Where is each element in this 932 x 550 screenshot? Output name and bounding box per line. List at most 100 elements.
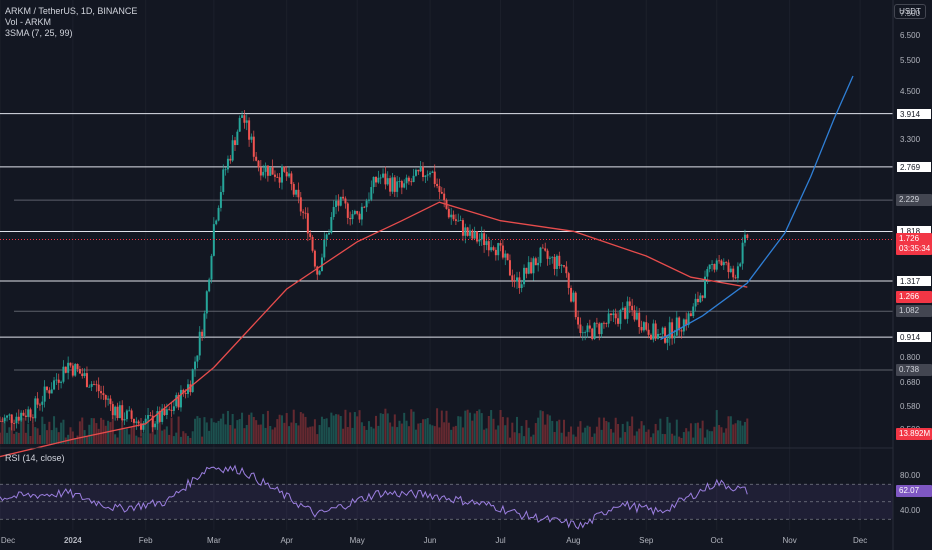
volume-bar xyxy=(382,413,385,444)
time-tick: Jul xyxy=(495,536,506,545)
symbol-title[interactable]: ARKM / TetherUS, 1D, BINANCE xyxy=(5,6,138,16)
candle-body xyxy=(313,250,316,267)
volume-bar xyxy=(490,410,493,444)
candle-body xyxy=(367,199,370,201)
volume-bar xyxy=(276,419,279,444)
candle-body xyxy=(614,313,617,319)
volume-bar xyxy=(483,429,486,444)
candle-body xyxy=(633,310,636,320)
candle-body xyxy=(271,167,274,175)
volume-bar xyxy=(215,422,218,444)
candle-body xyxy=(203,313,206,337)
volume-bar xyxy=(29,436,32,444)
volume-bar xyxy=(642,425,645,444)
volume-bar xyxy=(546,414,549,444)
volume-bar xyxy=(605,420,608,444)
candle-body xyxy=(288,173,291,177)
candle-body xyxy=(360,206,363,220)
candle-body xyxy=(469,230,471,236)
volume-bar xyxy=(222,413,225,444)
candle-body xyxy=(27,409,30,417)
candle-body xyxy=(93,384,95,385)
candle-body xyxy=(732,268,735,278)
candle-body xyxy=(102,393,105,396)
candle-body xyxy=(450,214,453,218)
volume-bar xyxy=(537,417,540,444)
level-price-label: 3.914 xyxy=(896,107,932,120)
time-tick: Sep xyxy=(639,536,654,545)
volume-bar xyxy=(400,423,403,444)
level-price-label: 2.229 xyxy=(896,194,932,207)
volume-bar xyxy=(285,413,288,444)
price-tick: 7.500 xyxy=(900,8,921,18)
candle-body xyxy=(379,177,382,179)
volume-bar xyxy=(250,412,253,444)
candle-body xyxy=(309,233,312,237)
price-tick: 3.300 xyxy=(900,134,921,144)
candle-body xyxy=(50,389,53,394)
candle-body xyxy=(332,206,335,218)
volume-bar xyxy=(431,425,434,444)
candle-body xyxy=(396,181,399,192)
candle-body xyxy=(316,266,319,275)
volume-bar xyxy=(259,424,262,444)
candle-body xyxy=(494,249,497,256)
candle-body xyxy=(257,160,260,168)
candle-body xyxy=(292,184,295,195)
candle-body xyxy=(619,310,622,324)
candle-body xyxy=(74,364,77,376)
candle-body xyxy=(328,232,330,235)
candle-body xyxy=(642,322,645,331)
candle-body xyxy=(508,260,511,276)
volume-bar xyxy=(229,425,232,444)
volume-bar xyxy=(281,415,283,444)
candle-body xyxy=(57,379,60,383)
volume-bar xyxy=(577,426,580,444)
candle-body xyxy=(436,183,439,187)
volume-bar xyxy=(501,416,504,444)
candle-body xyxy=(222,169,225,193)
candle-body xyxy=(541,247,544,249)
volume-bar xyxy=(252,417,255,444)
candle-body xyxy=(311,236,314,251)
chart-legend: ARKM / TetherUS, 1D, BINANCE Vol - ARKM … xyxy=(5,6,137,39)
candle-body xyxy=(729,268,732,273)
candle-body xyxy=(577,317,580,325)
volume-value-label: 13.892M xyxy=(896,428,932,440)
candle-body xyxy=(459,220,462,221)
time-tick: Jun xyxy=(423,536,437,545)
volume-bar xyxy=(595,426,598,444)
time-tick: Aug xyxy=(566,536,581,545)
volume-legend[interactable]: Vol - ARKM xyxy=(5,17,52,27)
volume-bar xyxy=(708,431,711,444)
volume-bar xyxy=(586,425,589,444)
level-price-label: 0.914 xyxy=(896,331,932,344)
volume-bar xyxy=(480,413,483,444)
level-price-label: 2.769 xyxy=(896,160,932,173)
sma-legend[interactable]: 3SMA (7, 25, 99) xyxy=(5,28,73,38)
candle-body xyxy=(602,322,605,324)
rsi-legend[interactable]: RSI (14, close) xyxy=(5,453,65,463)
candle-body xyxy=(349,217,352,220)
currency-button[interactable]: USDT xyxy=(894,4,926,19)
volume-bar xyxy=(245,424,248,444)
volume-bar xyxy=(118,429,121,444)
volume-bar xyxy=(591,436,594,444)
volume-bar xyxy=(450,429,453,444)
chart-grid xyxy=(0,0,860,530)
volume-bar xyxy=(198,417,201,444)
volume-bar xyxy=(739,420,742,444)
volume-bar xyxy=(732,424,735,444)
candle-body xyxy=(259,167,262,176)
volume-bar xyxy=(504,425,507,444)
volume-bar xyxy=(241,412,244,444)
candle-body xyxy=(36,398,39,405)
volume-bar xyxy=(76,435,79,444)
candles xyxy=(0,109,749,437)
volume-bar xyxy=(645,431,648,444)
volume-bar xyxy=(722,432,725,444)
candle-body xyxy=(137,421,140,424)
volume-bar xyxy=(555,421,558,444)
candle-body xyxy=(689,313,692,317)
